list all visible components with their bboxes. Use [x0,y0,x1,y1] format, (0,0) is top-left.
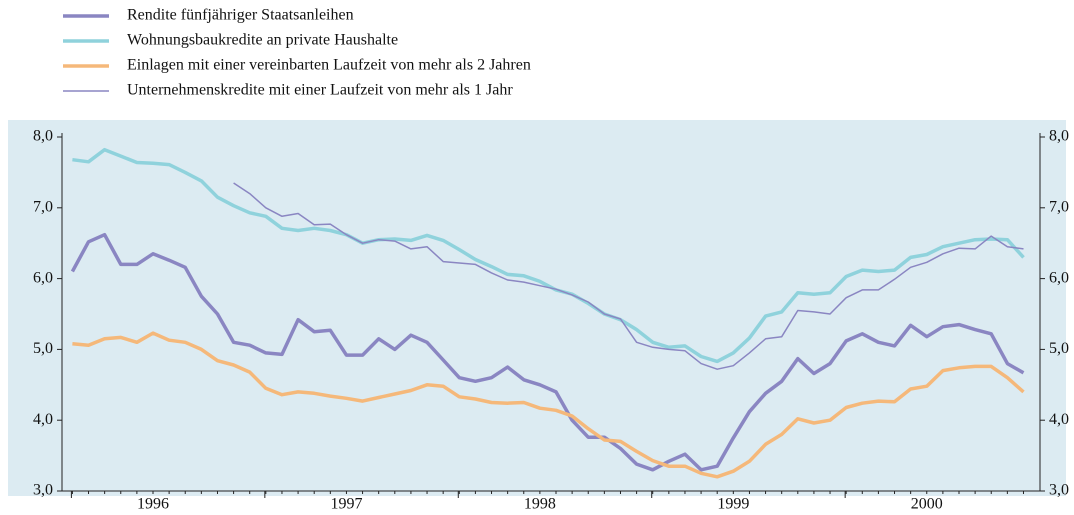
y-tick-label: 3,0 [33,482,53,499]
y2-tick-label: 8,0 [1049,128,1069,145]
x-tick-label: 2000 [911,496,943,513]
plot-background [8,120,1066,496]
y2-tick-label: 5,0 [1049,340,1069,357]
legend-label: Unternehmenskredite mit einer Laufzeit v… [127,82,513,99]
legend-label: Einlagen mit einer vereinbarten Laufzeit… [127,57,531,74]
x-tick-label: 1997 [330,496,362,513]
y2-tick-label: 3,0 [1049,482,1069,499]
y-tick-label: 6,0 [33,269,53,286]
legend-label: Wohnungsbaukredite an private Haushalte [127,32,398,49]
series-line [72,147,1025,364]
y-tick-label: 8,0 [33,128,53,145]
y-tick-label: 7,0 [33,198,53,215]
x-tick-label: 1996 [137,496,169,513]
y2-tick-label: 7,0 [1049,198,1069,215]
series-line [233,182,1024,370]
y2-tick-label: 4,0 [1049,411,1069,428]
x-tick-label: 1999 [717,496,749,513]
series-line [72,331,1025,479]
series-line [70,232,1025,472]
legend-label: Rendite fünfjähriger Staatsanleihen [127,7,354,24]
x-tick-label: 1998 [524,496,556,513]
y-tick-label: 4,0 [33,411,53,428]
y-tick-label: 5,0 [33,340,53,357]
y2-tick-label: 6,0 [1049,269,1069,286]
